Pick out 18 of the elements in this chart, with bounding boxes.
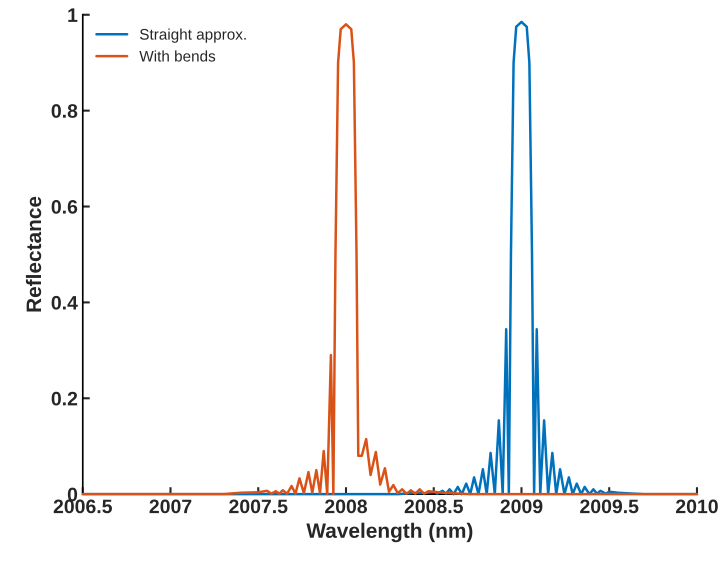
x-tick-label: 2006.5	[54, 500, 112, 514]
legend-label: With bends	[139, 50, 216, 62]
x-tick-label: 2010	[676, 500, 718, 514]
x-tick-label: 2008.5	[404, 500, 463, 514]
legend-label: Straight approx.	[140, 28, 246, 43]
y-axis-title: Reflectance	[26, 196, 42, 312]
y-tick-label: 0	[68, 488, 78, 502]
y-tick-label: 0.2	[52, 392, 78, 406]
x-tick-label: 2009.5	[580, 500, 638, 514]
x-axis-title: Wavelength (nm)	[306, 522, 472, 542]
y-tick-label: 0.6	[52, 200, 78, 214]
y-tick-label: 0.8	[52, 104, 78, 118]
y-tick-label: 1	[68, 8, 78, 22]
y-tick-label: 0.4	[52, 296, 78, 310]
x-tick-label: 2008	[325, 500, 368, 514]
x-tick-label: 2007.5	[229, 500, 288, 514]
x-tick-label: 2009	[500, 500, 542, 514]
x-tick-label: 2007	[150, 500, 192, 514]
